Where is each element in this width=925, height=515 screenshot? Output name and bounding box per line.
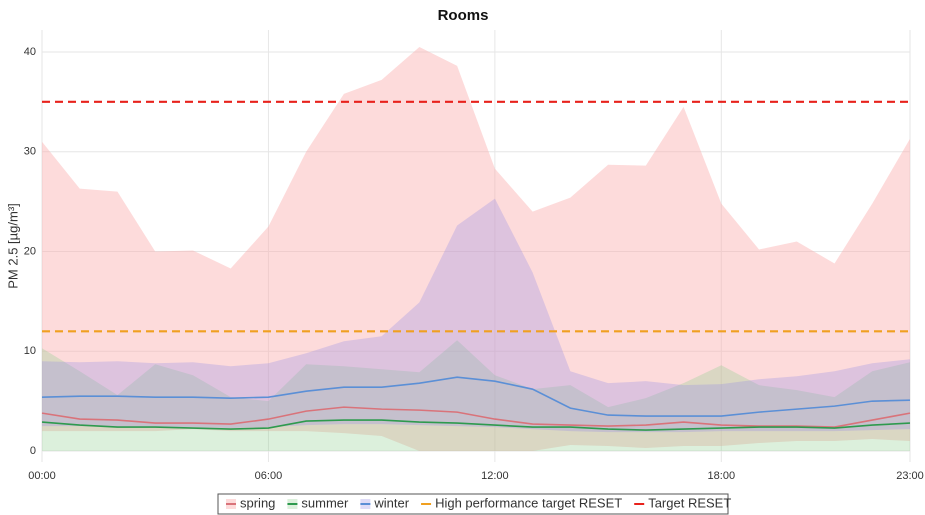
y-axis-label: PM 2.5 [µg/m³] bbox=[5, 203, 20, 289]
y-tick-label: 40 bbox=[24, 46, 36, 58]
legend-label: Target RESET bbox=[648, 495, 731, 510]
x-tick-label: 18:00 bbox=[708, 470, 736, 482]
y-tick-label: 30 bbox=[24, 146, 36, 158]
line bbox=[41, 406, 911, 428]
y-tick-label: 10 bbox=[24, 345, 36, 357]
legend-label: spring bbox=[240, 495, 275, 510]
y-tick-label: 20 bbox=[24, 245, 36, 257]
legend-box bbox=[217, 493, 729, 515]
line bbox=[41, 419, 911, 431]
line bbox=[41, 376, 911, 417]
band bbox=[42, 198, 910, 433]
x-tick-label: 06:00 bbox=[255, 470, 283, 482]
y-tick-label: 0 bbox=[30, 445, 36, 457]
legend-label: summer bbox=[301, 495, 349, 510]
chart-title: Rooms bbox=[438, 7, 489, 24]
band bbox=[42, 46, 910, 452]
x-tick-label: 12:00 bbox=[481, 470, 509, 482]
x-tick-label: 23:00 bbox=[896, 470, 924, 482]
legend-label: High performance target RESET bbox=[435, 495, 622, 510]
x-tick-label: 00:00 bbox=[28, 470, 56, 482]
legend-label: winter bbox=[373, 495, 409, 510]
